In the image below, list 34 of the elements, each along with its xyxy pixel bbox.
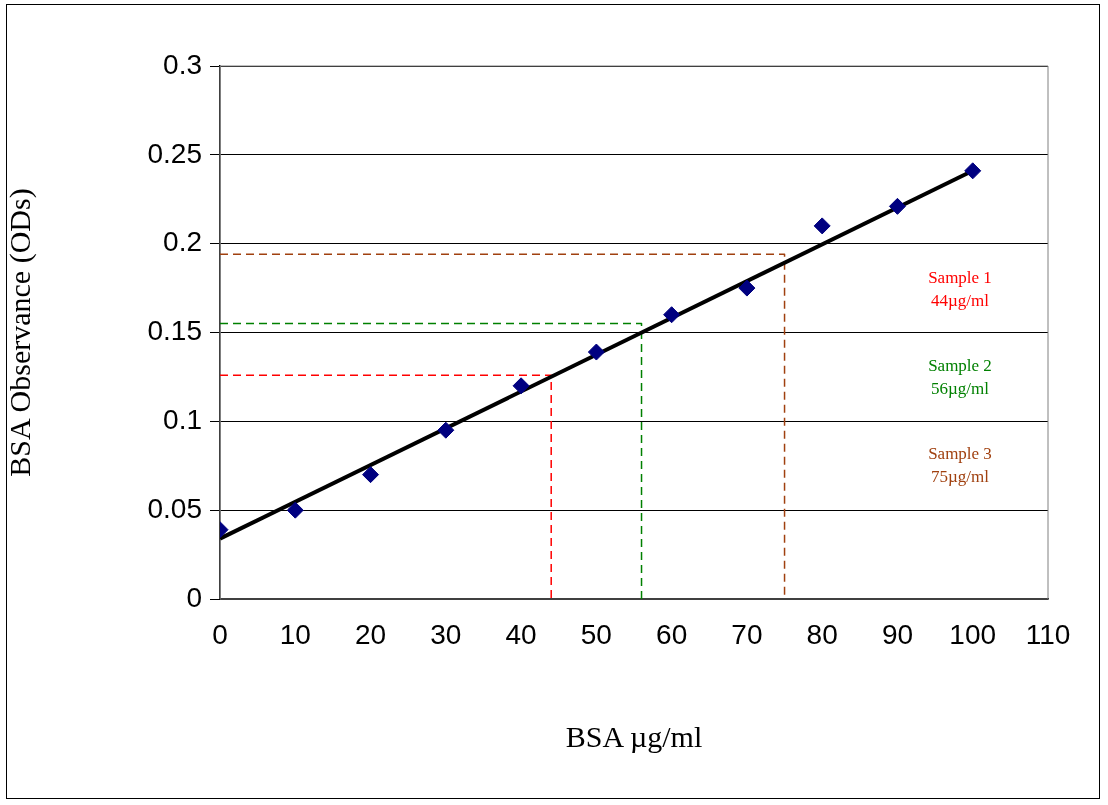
x-tick-label: 10 (279, 618, 311, 650)
x-tick-label: 60 (656, 618, 688, 650)
point (813, 217, 831, 235)
point (286, 501, 304, 519)
y-tick-label: 0.05 (147, 492, 202, 524)
point (587, 343, 605, 361)
x-tick-label: 0 (212, 618, 228, 650)
point (437, 421, 455, 439)
x-tick-label: 110 (1025, 618, 1071, 650)
x-tick-label: 90 (881, 618, 914, 650)
point (964, 162, 982, 180)
x-axis-title: BSA µg/ml (565, 719, 703, 753)
point (362, 466, 380, 484)
y-tick-label: 0.1 (163, 404, 202, 436)
x-tick-label: 40 (505, 618, 537, 650)
point (512, 377, 530, 395)
x-tick-label: 70 (731, 618, 763, 650)
y-axis-title: BSA Observance (ODs) (2, 188, 37, 477)
x-tick-label: 80 (806, 618, 838, 650)
annotation: Sample 1 44µg/ml (928, 267, 992, 310)
x-tick-label: 50 (580, 618, 612, 650)
annotation: Sample 2 56µg/ml (928, 355, 992, 398)
y-tick-label: 0.3 (163, 48, 202, 80)
y-tick-label: 0 (186, 581, 202, 613)
x-tick-label: 100 (949, 618, 997, 650)
y-tick-label: 0.2 (163, 226, 202, 258)
point (888, 197, 906, 215)
annotation: Sample 3 75µg/ml (928, 443, 992, 486)
y-tick-label: 0.15 (147, 315, 202, 347)
x-tick-label: 20 (354, 618, 387, 650)
point (738, 279, 756, 297)
x-tick-label: 30 (430, 618, 462, 650)
point (663, 306, 681, 324)
y-tick-label: 0.25 (147, 137, 202, 169)
